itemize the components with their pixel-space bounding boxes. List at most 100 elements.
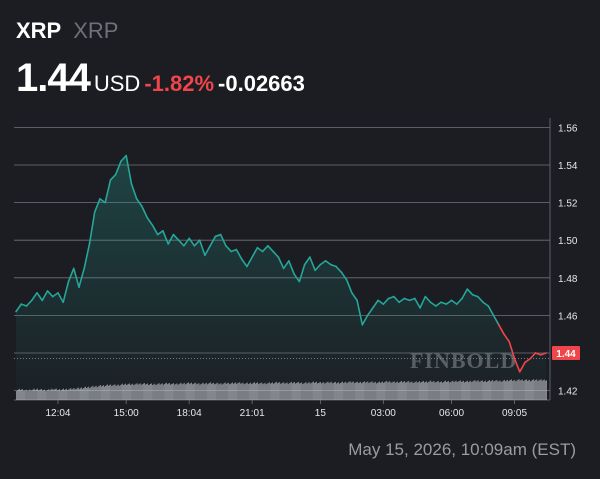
- volume-bar: [500, 381, 502, 400]
- volume-bar: [498, 381, 500, 400]
- volume-bar: [344, 382, 346, 400]
- volume-bar: [506, 380, 507, 400]
- volume-bar: [530, 381, 531, 400]
- price-area: [16, 155, 546, 400]
- volume-bar: [313, 381, 314, 400]
- volume-bar: [127, 384, 128, 400]
- volume-bar: [214, 384, 215, 400]
- volume-bar: [190, 383, 191, 400]
- volume-bar: [212, 383, 213, 400]
- price-line-segment: [261, 245, 269, 253]
- volume-bar: [254, 382, 255, 400]
- volume-bar: [228, 382, 229, 400]
- volume-bar: [47, 390, 49, 400]
- volume-bar: [31, 390, 33, 400]
- volume-bar: [278, 382, 279, 400]
- change-absolute: -0.02663: [218, 71, 305, 96]
- volume-bar: [204, 383, 206, 400]
- volume-bar: [462, 381, 463, 400]
- volume-bar: [546, 380, 547, 400]
- volume-bar: [452, 380, 454, 400]
- volume-bar: [294, 382, 295, 400]
- volume-bar: [231, 383, 232, 400]
- volume-bar: [512, 380, 514, 400]
- volume-bar: [444, 381, 445, 400]
- volume-bar: [314, 382, 315, 400]
- volume-bar: [432, 381, 434, 400]
- volume-bar: [253, 382, 254, 400]
- volume-bar: [130, 384, 131, 400]
- price-line-segment: [518, 361, 526, 373]
- price-line-segment: [267, 245, 274, 253]
- volume-bar: [377, 382, 378, 400]
- volume-bar: [487, 381, 488, 400]
- volume-bar: [434, 382, 436, 400]
- price-line-segment: [539, 352, 547, 356]
- price-line-segment: [340, 271, 348, 281]
- volume-bar: [276, 381, 277, 400]
- volume-bar: [381, 382, 382, 400]
- price-line-segment: [57, 292, 65, 304]
- volume-bar: [284, 383, 286, 400]
- price-line-segment: [508, 340, 516, 360]
- volume-bar: [417, 381, 419, 400]
- volume-bar: [447, 381, 448, 400]
- volume-bar: [182, 383, 184, 400]
- price-line-segment: [466, 288, 474, 296]
- volume-bar: [118, 385, 120, 400]
- volume-bar: [407, 381, 409, 400]
- volume-bar: [446, 382, 447, 400]
- volume-bar: [510, 379, 511, 400]
- volume-bar: [513, 380, 515, 400]
- volume-bar: [321, 383, 323, 400]
- volume-bar: [193, 383, 194, 400]
- watermark-logo: FINBOLD: [410, 348, 517, 373]
- volume-bar: [255, 383, 256, 400]
- volume-bar: [84, 387, 85, 400]
- volume-bar: [246, 382, 248, 400]
- volume-bar: [436, 381, 438, 400]
- volume-bar: [61, 389, 62, 400]
- price-line-segment: [235, 248, 243, 260]
- volume-bar: [358, 383, 359, 400]
- volume-bar: [391, 382, 393, 400]
- volume-bar: [156, 384, 158, 400]
- volume-bar: [386, 380, 388, 400]
- volume-bar: [85, 386, 86, 400]
- price-line-segment: [319, 260, 327, 266]
- volume-bar: [463, 380, 464, 400]
- volume-bar: [539, 379, 541, 400]
- volume-bar: [20, 390, 21, 400]
- volume-bar: [22, 389, 23, 400]
- volume-bar: [354, 382, 356, 400]
- price-line-segment: [303, 256, 311, 266]
- volume-bar: [149, 384, 150, 400]
- volume-bar: [456, 382, 458, 400]
- volume-bar: [82, 388, 83, 400]
- volume-bar: [83, 388, 84, 400]
- volume-bar: [230, 383, 231, 400]
- volume-bar: [431, 382, 433, 400]
- volume-bar: [87, 387, 88, 400]
- price-line-segment: [403, 297, 411, 302]
- volume-bar: [473, 380, 475, 400]
- volume-bar: [421, 382, 422, 400]
- volume-bar: [322, 382, 324, 400]
- volume-bar: [274, 383, 275, 400]
- volume-bar: [81, 387, 82, 400]
- volume-bar: [187, 383, 188, 400]
- volume-bar: [449, 382, 451, 400]
- price-line-segment: [88, 211, 96, 245]
- volume-bar: [281, 383, 283, 400]
- volume-bar: [261, 382, 263, 400]
- price-line-segment: [51, 292, 59, 298]
- volume-bar: [97, 386, 99, 400]
- price-line-segment: [476, 295, 484, 304]
- volume-bar: [128, 383, 129, 400]
- price-line-segment: [130, 183, 138, 200]
- volume-bar: [116, 385, 118, 400]
- volume-bar: [183, 382, 185, 400]
- volume-bar: [479, 381, 481, 400]
- volume-bar: [260, 382, 262, 400]
